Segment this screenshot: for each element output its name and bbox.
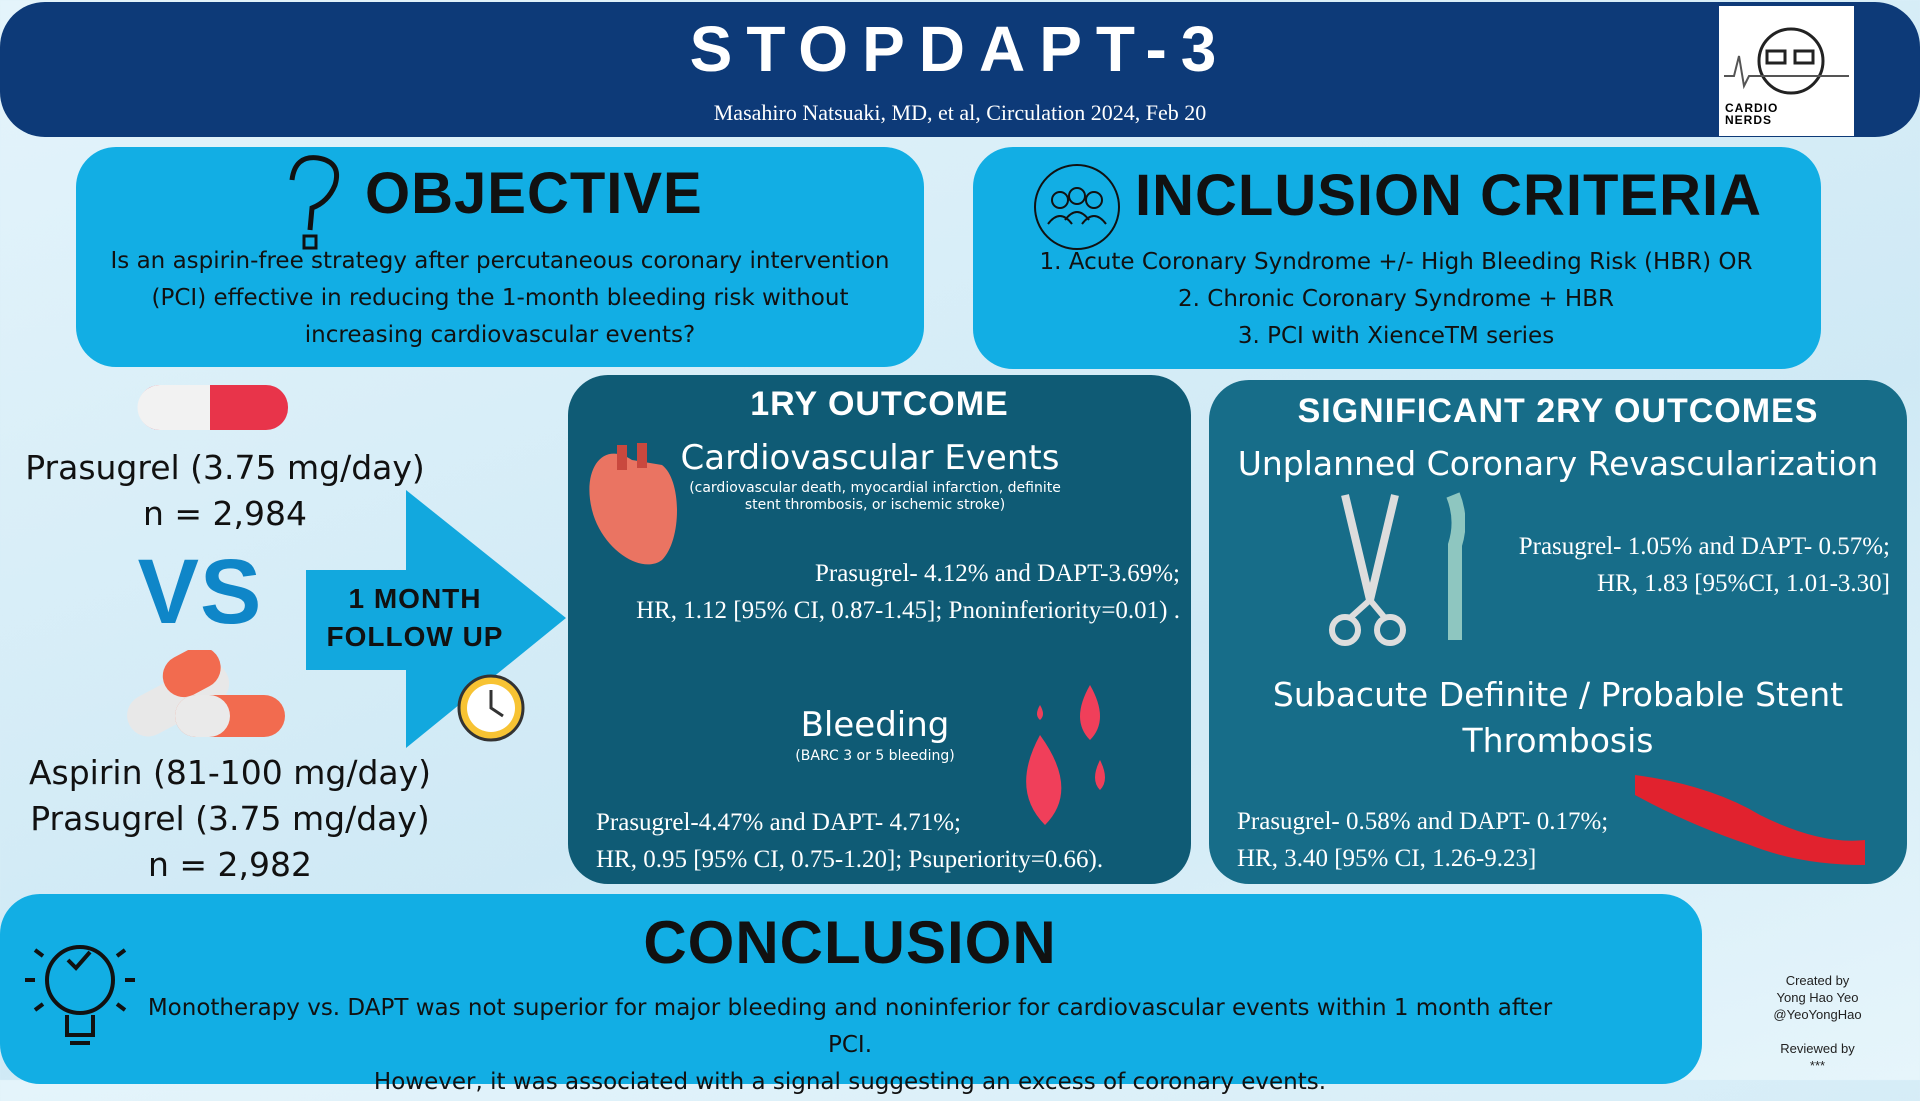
result-line: Prasugrel- 1.05% and DAPT- 0.57%; — [1518, 533, 1890, 560]
bleeding-title: Bleeding — [800, 705, 950, 745]
result-line: HR, 1.83 [95%CI, 1.01-3.30] — [1596, 570, 1890, 597]
arm2: Aspirin (81-100 mg/day) Prasugrel (3.75 … — [0, 750, 460, 888]
logo-text: CARDIO NERDS — [1725, 102, 1778, 126]
revasc-result: Prasugrel- 1.05% and DAPT- 0.57%; HR, 1.8… — [1470, 528, 1890, 602]
inclusion-box — [973, 147, 1821, 369]
arrow — [306, 490, 566, 748]
credit-line: @YeoYongHao — [1773, 1007, 1862, 1022]
cv-note: (cardiovascular death, myocardial infarc… — [689, 480, 1061, 513]
secondary-heading: SIGNIFICANT 2RY OUTCOMES — [1297, 392, 1819, 430]
secondary-title: Unplanned Coronary Revascularization — [1237, 444, 1879, 483]
result-line: Prasugrel-4.47% and DAPT- 4.71%; — [596, 809, 962, 836]
conclusion-heading: CONCLUSION — [643, 909, 1057, 976]
conclusion-text: Monotherapy vs. DAPT was not superior fo… — [130, 990, 1570, 1101]
result-line: HR, 0.95 [95% CI, 0.75-1.20]; Psuperiori… — [596, 846, 1104, 873]
arm-drug: Prasugrel (3.75 mg/day) — [30, 799, 430, 838]
secondary-title: Subacute Definite / Probable Stent Throm… — [1272, 675, 1844, 760]
question-icon — [289, 155, 340, 250]
objective-heading: OBJECTIVE — [365, 161, 703, 226]
primary-heading: 1RY OUTCOME — [750, 385, 1009, 423]
follow-up: 1 MONTH FOLLOW UP — [320, 580, 510, 656]
title: STOPDAPT-3 — [689, 13, 1231, 85]
capsules-icon — [127, 650, 285, 737]
inclusion-item: 3. PCI with XienceTM series — [1237, 323, 1555, 349]
arm-n: n = 2,982 — [147, 845, 313, 884]
primary-box — [568, 375, 1191, 884]
inclusion-item: 2. Chronic Coronary Syndrome + HBR — [1178, 286, 1614, 312]
bleeding-result: Prasugrel-4.47% and DAPT- 4.71%; HR, 0.95… — [596, 804, 1186, 878]
secondary-box — [1209, 380, 1907, 884]
arm1: Prasugrel (3.75 mg/day) n = 2,984 — [0, 445, 450, 537]
clot-icon — [1635, 775, 1865, 865]
credit-line: Created by — [1785, 973, 1850, 988]
heart-icon — [589, 443, 677, 565]
credit-line: *** — [1809, 1058, 1826, 1073]
arm-drug: Aspirin (81-100 mg/day) — [28, 753, 432, 792]
logo-line: CARDIO — [1725, 101, 1779, 115]
thrombosis-result: Prasugrel- 0.58% and DAPT- 0.17%; HR, 3.4… — [1237, 803, 1877, 877]
scissors-icon — [1329, 492, 1465, 646]
conclusion-line: However, it was associated with a signal… — [373, 1069, 1327, 1095]
result-line: Prasugrel- 4.12% and DAPT-3.69%; — [814, 560, 1180, 587]
arm-drug: Prasugrel (3.75 mg/day) — [25, 448, 425, 487]
credit-line: Reviewed by — [1780, 1041, 1855, 1056]
objective-box — [76, 147, 924, 367]
header-bar — [0, 2, 1920, 137]
credit-line: Yong Hao Yeo — [1776, 990, 1859, 1005]
follow-up-line: 1 MONTH — [348, 583, 482, 614]
result-line: HR, 3.40 [95% CI, 1.26-9.23] — [1237, 845, 1537, 872]
result-line: HR, 1.12 [95% CI, 0.87-1.45]; Pnoninferi… — [636, 597, 1180, 624]
result-line: Prasugrel- 0.58% and DAPT- 0.17%; — [1237, 808, 1609, 835]
logo-line: NERDS — [1725, 113, 1773, 127]
citation: Masahiro Natsuaki, MD, et al, Circulatio… — [713, 100, 1207, 125]
group-icon — [1034, 164, 1120, 250]
logo: CARDIO NERDS — [1719, 6, 1854, 136]
bulb-icon — [25, 945, 135, 1045]
logo-art — [1724, 27, 1849, 95]
follow-up-line: FOLLOW UP — [326, 621, 504, 652]
drops-icon — [1026, 685, 1105, 825]
conclusion-line: Monotherapy vs. DAPT was not superior fo… — [147, 995, 1553, 1058]
bleeding-note: (BARC 3 or 5 bleeding) — [795, 748, 955, 764]
objective-text: Is an aspirin-free strategy after percut… — [110, 248, 890, 348]
conclusion-box — [0, 894, 1702, 1084]
inclusion-list: 1. Acute Coronary Syndrome +/- High Blee… — [990, 244, 1802, 355]
cv-result: Prasugrel- 4.12% and DAPT-3.69%; HR, 1.12… — [600, 555, 1190, 629]
pill-icon — [137, 385, 288, 430]
inclusion-heading: INCLUSION CRITERIA — [1135, 163, 1762, 228]
credits: Created by Yong Hao Yeo @YeoYongHao Revi… — [1745, 972, 1890, 1074]
inclusion-item: 1. Acute Coronary Syndrome +/- High Blee… — [1039, 249, 1753, 275]
arm-n: n = 2,984 — [142, 494, 308, 533]
vs: VS — [137, 541, 263, 643]
cv-title: Cardiovascular Events — [680, 438, 1060, 478]
